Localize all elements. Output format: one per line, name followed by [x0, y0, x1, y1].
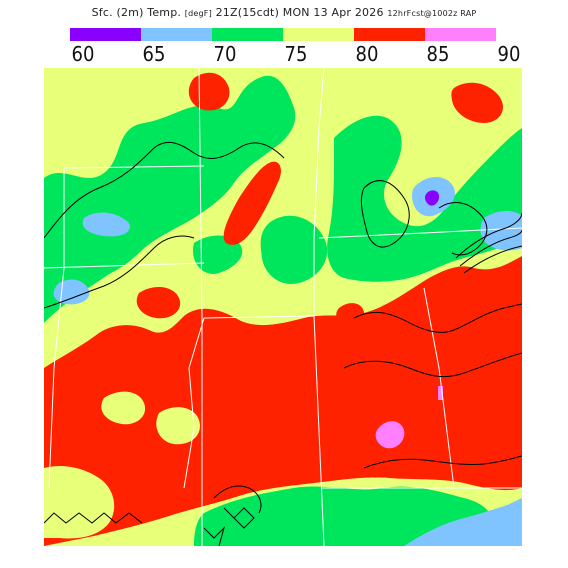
legend-swatch-85: [425, 28, 496, 41]
zone-65-far-northeast: [480, 211, 522, 251]
legend-swatch-75: [283, 28, 354, 41]
title-main: Sfc. (2m) Temp.: [91, 6, 185, 19]
legend-swatch-65: [141, 28, 212, 41]
title-model: 12hrFcst@1002z RAP: [387, 9, 477, 18]
legend-tick-65: 65: [142, 42, 166, 66]
zone-60-northeast: [425, 190, 440, 206]
zone-75-coast-west: [44, 466, 115, 539]
legend-tick-70: 70: [213, 42, 237, 66]
zone-80-west-patch: [136, 286, 181, 319]
zone-80-south: [44, 256, 522, 546]
legend-tick-80: 80: [355, 42, 379, 66]
zone-70-center: [193, 235, 243, 274]
zone-85-south: [375, 421, 405, 449]
legend-tick-85: 85: [426, 42, 450, 66]
zone-85-small: [438, 386, 443, 400]
title-valid: 21Z(15cdt) MON 13 Apr 2026: [211, 6, 388, 19]
zone-70-bottom: [194, 486, 494, 546]
zone-75-island-west: [101, 391, 146, 425]
gulf-water: [404, 500, 522, 546]
temperature-map: [44, 68, 522, 546]
zone-80-northeast: [451, 82, 504, 123]
legend-tick-60: 60: [71, 42, 95, 66]
zone-80-east-patch: [336, 303, 365, 324]
zone-65-west: [82, 212, 130, 237]
zone-70-east-band: [327, 115, 522, 282]
legend-swatch-60: [70, 28, 141, 41]
isobar-contours: [44, 141, 522, 546]
title-unit: [degF]: [184, 9, 212, 18]
legend-ticks: 60 65 70 75 80 85 90: [0, 42, 568, 66]
color-legend: [70, 28, 496, 41]
chart-title: Sfc. (2m) Temp. [degF] 21Z(15cdt) MON 13…: [0, 6, 568, 19]
legend-swatch-70: [212, 28, 283, 41]
legend-tick-75: 75: [284, 42, 308, 66]
zone-70-middle: [260, 215, 328, 284]
legend-tick-90: 90: [497, 42, 521, 66]
map-canvas: [44, 68, 522, 546]
zone-80-finger: [223, 161, 281, 245]
zone-75-island-center: [156, 407, 200, 445]
legend-swatch-80: [354, 28, 425, 41]
